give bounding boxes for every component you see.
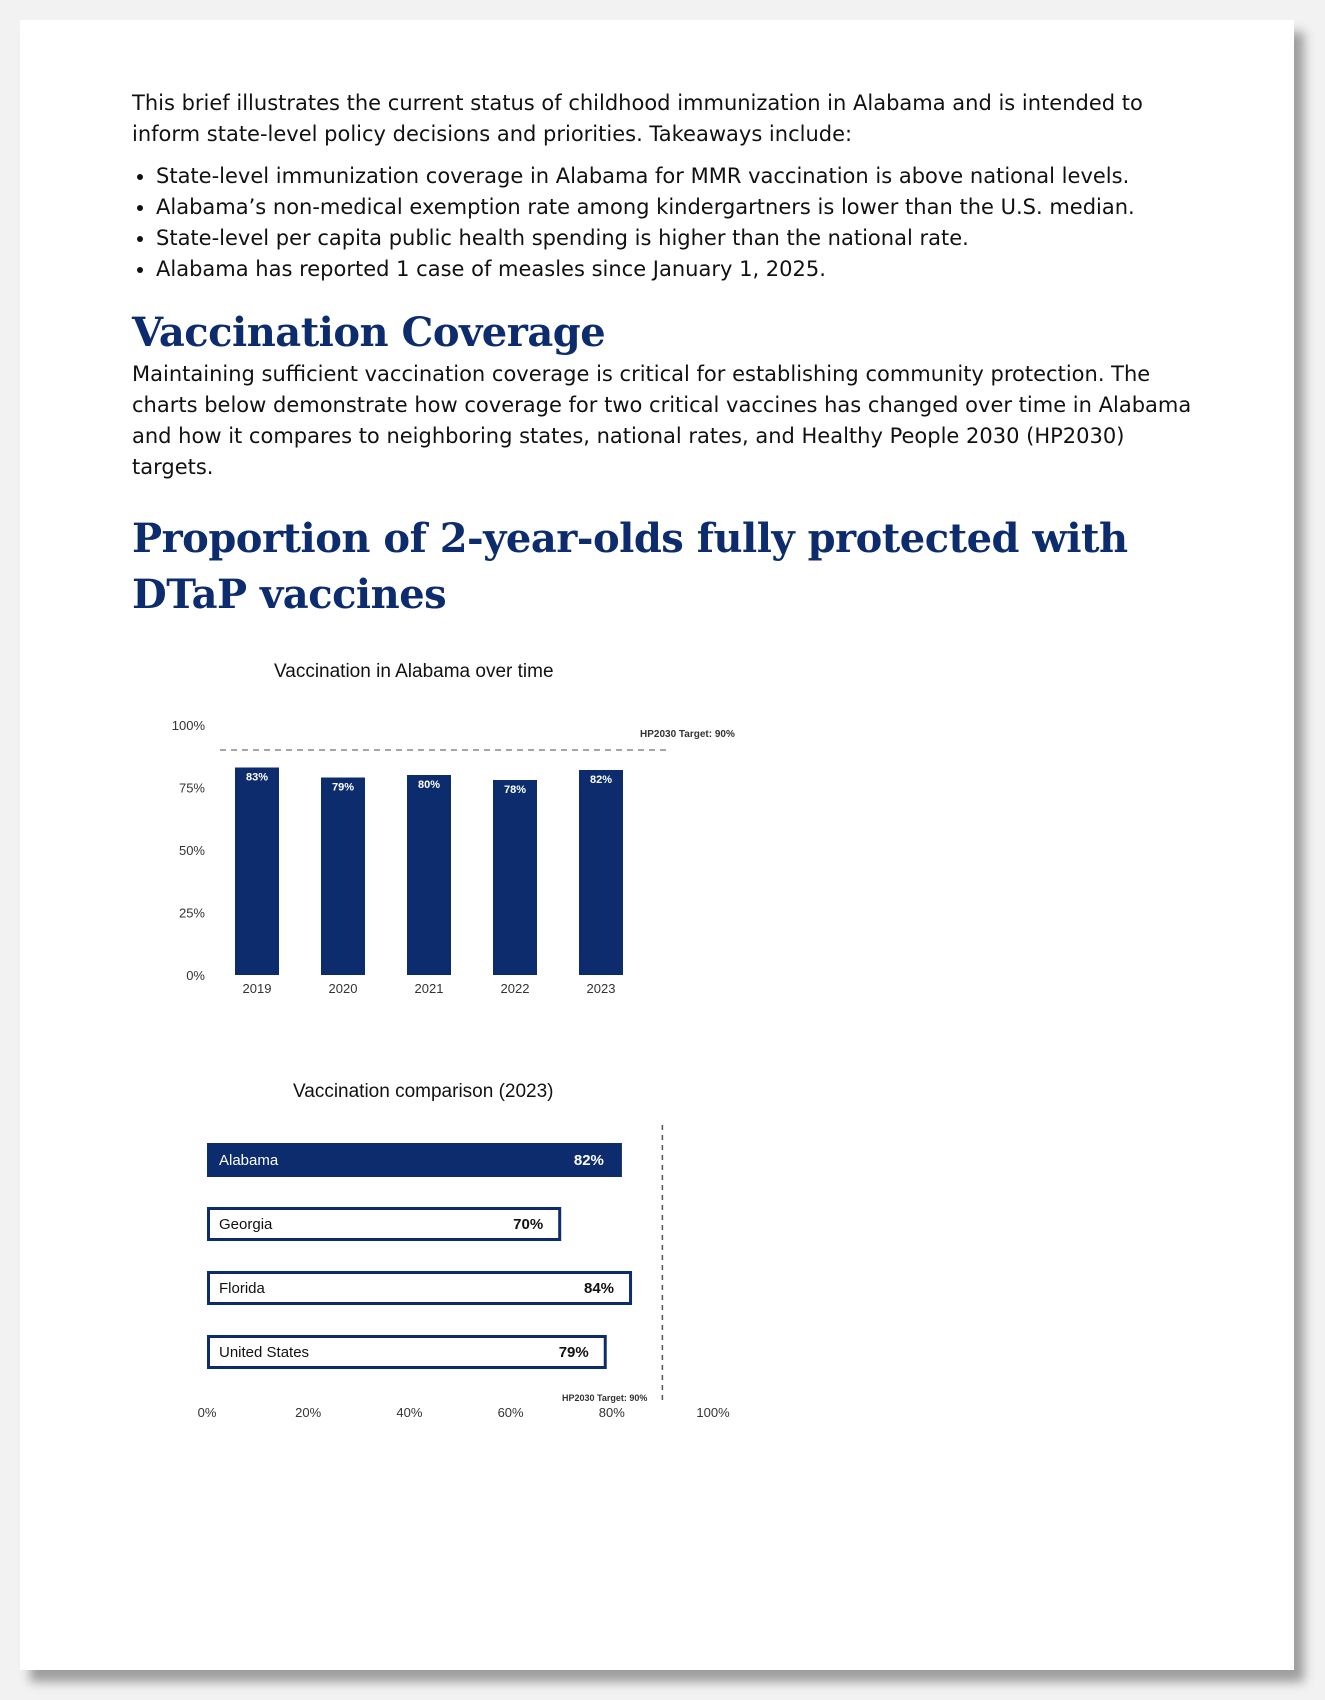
bar: [407, 775, 451, 975]
takeaway-item: Alabama has reported 1 case of measles s…: [156, 254, 1192, 285]
y-tick-label: 0%: [186, 968, 205, 983]
page-content: This brief illustrates the current statu…: [132, 88, 1192, 623]
takeaway-item: State-level per capita public health spe…: [156, 223, 1192, 254]
bar-data-label: 82%: [590, 774, 612, 786]
bar-data-label: 84%: [584, 1280, 614, 1297]
bar: [207, 1271, 633, 1305]
bar-category-label: United States: [219, 1344, 309, 1361]
x-tick-label: 2019: [243, 981, 272, 996]
bar-data-label: 80%: [418, 779, 440, 791]
bar-data-label: 78%: [504, 784, 526, 796]
target-label: HP2030 Target: 90%: [640, 729, 735, 740]
bar: [207, 1335, 607, 1369]
bar-category-label: Georgia: [219, 1216, 273, 1233]
y-tick-label: 50%: [179, 843, 205, 858]
bar-data-label: 79%: [559, 1344, 589, 1361]
takeaway-item: State-level immunization coverage in Ala…: [156, 161, 1192, 192]
bar: [579, 770, 623, 975]
x-tick-label: 2022: [501, 981, 530, 996]
bar-category-label: Florida: [219, 1280, 266, 1297]
takeaway-item: Alabama’s non-medical exemption rate amo…: [156, 192, 1192, 223]
chart2-title: Vaccination comparison (2023): [293, 1081, 554, 1102]
section-heading: Vaccination Coverage: [132, 309, 606, 356]
bar-category-label: Alabama: [219, 1152, 279, 1169]
bar: [207, 1143, 622, 1177]
chart-heading: Proportion of 2-year-olds fully protecte…: [132, 515, 1128, 618]
y-tick-label: 100%: [172, 718, 206, 733]
y-tick-label: 25%: [179, 906, 205, 921]
x-tick-label: 2023: [587, 981, 616, 996]
chart1-title: Vaccination in Alabama over time: [274, 661, 554, 682]
x-tick-label: 0%: [198, 1405, 217, 1420]
bar: [493, 780, 537, 975]
x-tick-label: 2021: [415, 981, 444, 996]
bar: [235, 767, 279, 975]
bar-data-label: 83%: [246, 772, 268, 784]
y-tick-label: 75%: [179, 781, 205, 796]
bar-data-label: 79%: [332, 782, 354, 794]
bar-data-label: 70%: [513, 1216, 543, 1233]
x-tick-label: 40%: [396, 1405, 422, 1420]
comparison-chart: HP2030 Target: 90% Alabama 82% Georgia 70% Fl…: [198, 1125, 730, 1420]
bar: [207, 1207, 562, 1241]
document-page: This brief illustrates the current statu…: [20, 20, 1294, 1670]
alabama-over-time-chart: 0% 25% 50% 75% 100% HP2030 Target: 90% 83% 2019…: [172, 718, 735, 996]
target-label: HP2030 Target: 90%: [562, 1393, 647, 1403]
bar: [321, 777, 365, 975]
x-tick-label: 80%: [599, 1405, 625, 1420]
x-tick-label: 20%: [295, 1405, 321, 1420]
section-paragraph: Maintaining sufficient vaccination cover…: [132, 362, 1192, 479]
bar-data-label: 82%: [574, 1152, 604, 1169]
x-tick-label: 100%: [696, 1405, 730, 1420]
x-tick-label: 2020: [329, 981, 358, 996]
intro-paragraph: This brief illustrates the current statu…: [132, 91, 1143, 146]
x-tick-label: 60%: [498, 1405, 524, 1420]
takeaways-list: State-level immunization coverage in Ala…: [132, 161, 1192, 285]
